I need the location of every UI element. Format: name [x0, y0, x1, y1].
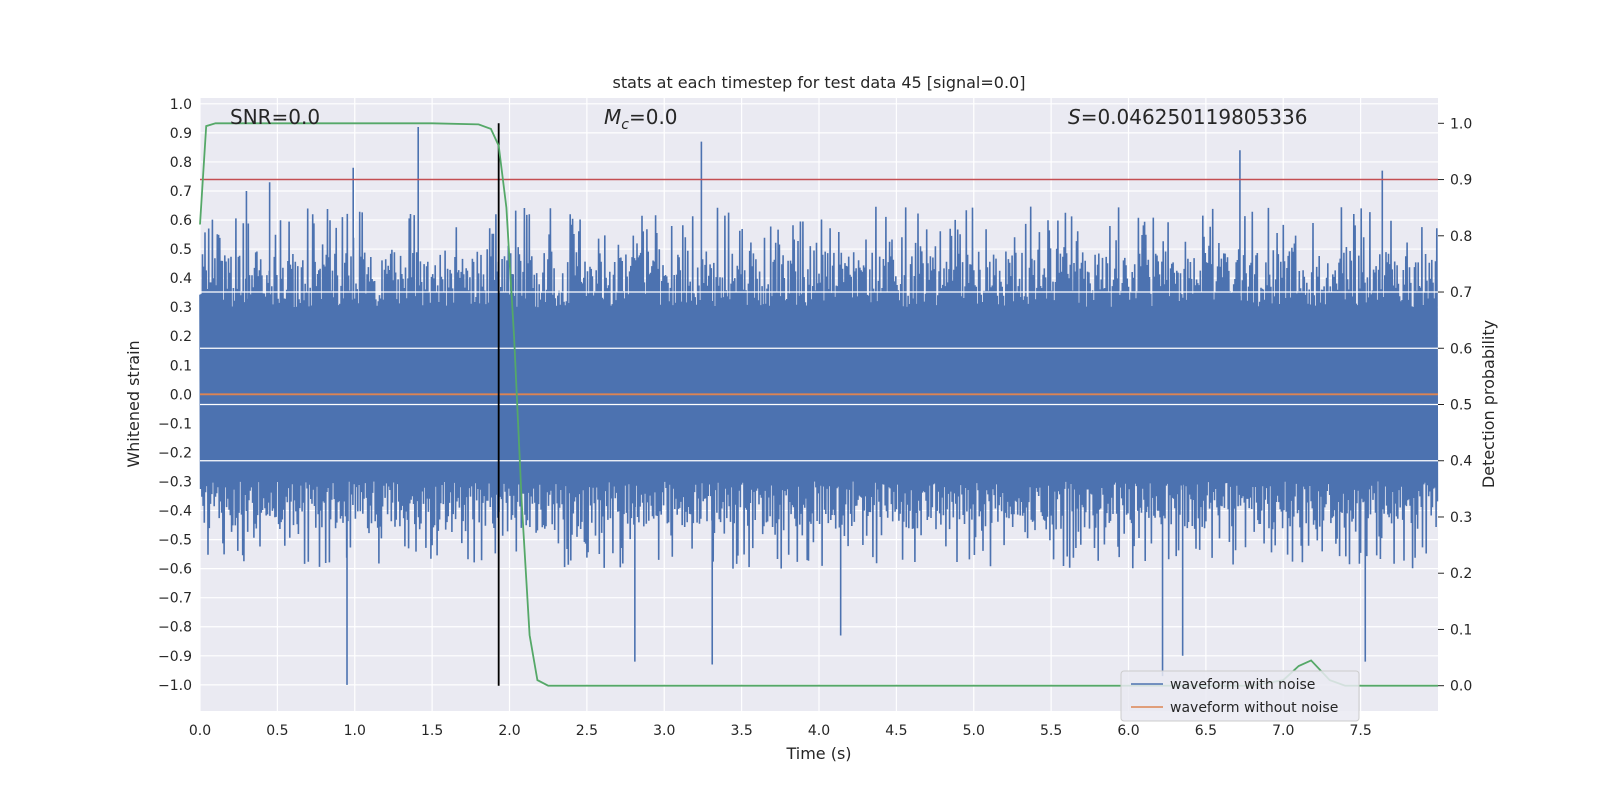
y-tick-label: −0.5 — [158, 533, 192, 549]
detection-probability-series — [199, 122, 1438, 687]
y-tick-label: 0.6 — [170, 213, 192, 229]
y-tick-label: 0.4 — [170, 271, 192, 287]
legend-label-noise: waveform with noise — [1170, 677, 1315, 693]
x-tick-label: 4.0 — [808, 723, 830, 739]
legend-label-clean: waveform without noise — [1170, 700, 1338, 716]
y2-tick-label: 0.6 — [1450, 341, 1472, 357]
y2-tick-label: 0.0 — [1450, 679, 1472, 695]
y-tick-label: −0.4 — [158, 504, 192, 520]
score-value: =0.046250119805336 — [1081, 105, 1308, 129]
x-tick-label: 2.0 — [498, 723, 520, 739]
y-tick-label: 0.5 — [170, 242, 192, 258]
noise-waveform-line — [199, 206, 1439, 569]
waveform-with-noise-series — [199, 127, 1439, 685]
y-tick-label: 0.8 — [170, 155, 192, 171]
score-annotation: S=0.046250119805336 — [1068, 105, 1307, 129]
y-tick-label: 0.0 — [170, 387, 192, 403]
x-axis-ticks: 0.0 0.5 1.0 1.5 2.0 2.5 3.0 3.5 4.0 4.5 5.0 5.5 6.0 6… — [189, 723, 1372, 739]
y2-tick-label: 0.5 — [1450, 398, 1472, 414]
chirp-mass-annotation: Mc=0.0 — [604, 105, 678, 133]
legend: waveform with noise waveform without noi… — [1120, 670, 1360, 722]
x-tick-label: 7.5 — [1349, 723, 1371, 739]
x-tick-label: 3.0 — [653, 723, 675, 739]
y-axis-ticks: 1.0 0.9 0.8 0.7 0.6 0.5 0.4 0.3 0.2 0.1 0.0 −0.1 −0.… — [158, 97, 192, 694]
y-tick-label: −1.0 — [158, 678, 192, 694]
x-tick-label: 7.0 — [1272, 723, 1294, 739]
x-tick-label: 3.5 — [730, 723, 752, 739]
x-tick-label: 1.0 — [344, 723, 366, 739]
y2-axis-ticks: 1.0 0.9 0.8 0.7 0.6 0.5 0.4 0.3 0.2 0.1 0.0 — [1438, 116, 1472, 695]
chart-title: stats at each timestep for test data 45 … — [613, 73, 1026, 92]
x-tick-label: 4.5 — [885, 723, 907, 739]
x-tick-label: 0.5 — [266, 723, 288, 739]
x-tick-label: 5.5 — [1040, 723, 1062, 739]
y2-tick-label: 0.4 — [1450, 454, 1472, 470]
x-tick-label: 6.5 — [1195, 723, 1217, 739]
legend-box — [1120, 670, 1360, 722]
y2-axis-label: Detection probability — [1479, 320, 1498, 488]
chirp-mass-value: =0.0 — [629, 105, 678, 129]
score-symbol: S — [1068, 105, 1081, 129]
x-tick-label: 0.0 — [189, 723, 211, 739]
y-tick-label: −0.6 — [158, 562, 192, 578]
y-axis-label: Whitened strain — [124, 340, 143, 467]
y2-tick-label: 0.7 — [1450, 285, 1472, 301]
y-tick-label: 0.7 — [170, 184, 192, 200]
x-axis-label: Time (s) — [785, 744, 851, 763]
y2-tick-label: 0.8 — [1450, 229, 1472, 245]
y2-tick-label: 0.2 — [1450, 566, 1472, 582]
y-tick-label: 1.0 — [170, 97, 192, 113]
chirp-mass-symbol: M — [604, 105, 621, 129]
chirp-mass-subscript: c — [621, 117, 629, 133]
y2-tick-label: 0.9 — [1450, 173, 1472, 189]
y2-tick-label: 0.1 — [1450, 622, 1472, 638]
y-tick-label: 0.2 — [170, 329, 192, 345]
y-tick-label: 0.9 — [170, 126, 192, 142]
x-tick-label: 2.5 — [576, 723, 598, 739]
x-tick-label: 5.0 — [963, 723, 985, 739]
y-tick-label: −0.1 — [158, 416, 192, 432]
y-tick-label: −0.8 — [158, 620, 192, 636]
y-tick-label: 0.3 — [170, 300, 192, 316]
y-tick-label: 0.1 — [170, 358, 192, 374]
x-tick-label: 6.0 — [1117, 723, 1139, 739]
y-tick-label: −0.7 — [158, 591, 192, 607]
y-tick-label: −0.9 — [158, 649, 192, 665]
y2-tick-label: 1.0 — [1450, 116, 1472, 132]
y-tick-label: −0.3 — [158, 474, 192, 490]
snr-annotation: SNR=0.0 — [230, 105, 320, 129]
probability-line — [199, 122, 1438, 687]
y2-tick-label: 0.3 — [1450, 510, 1472, 526]
y-tick-label: −0.2 — [158, 445, 192, 461]
x-tick-label: 1.5 — [421, 723, 443, 739]
